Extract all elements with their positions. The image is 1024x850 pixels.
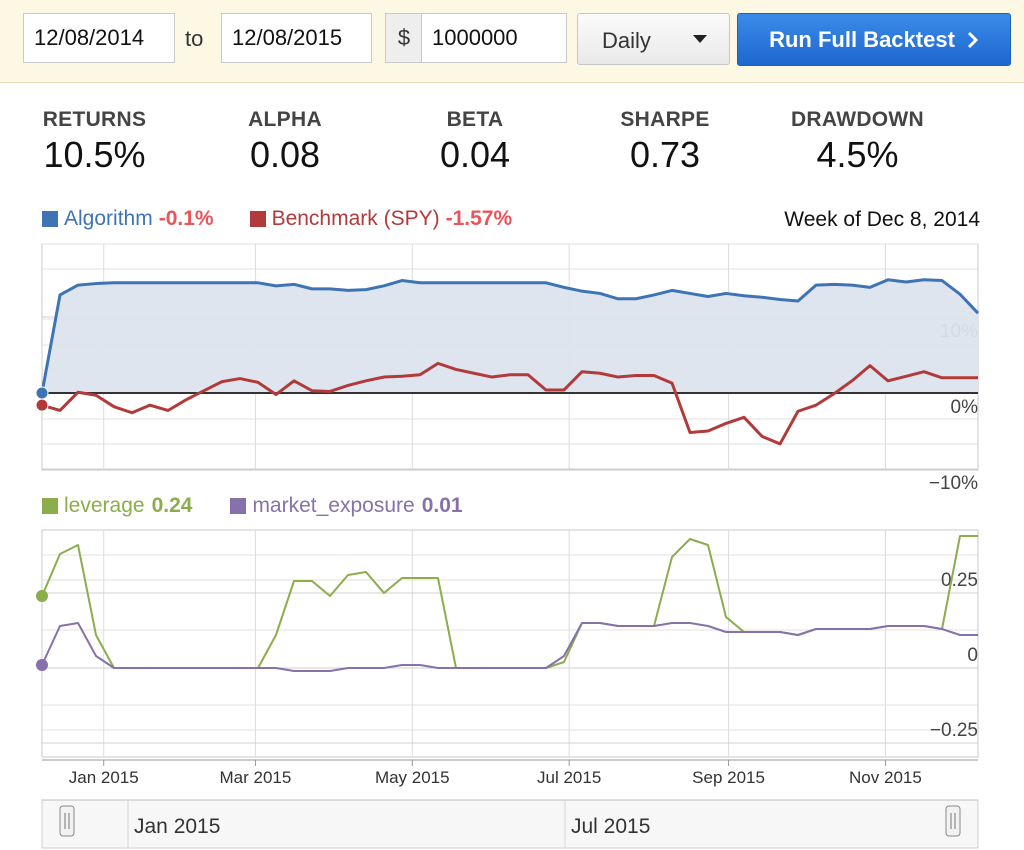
benchmark-swatch bbox=[249, 211, 266, 227]
x-tick-label: Jul 2015 bbox=[537, 768, 601, 787]
y-tick-label: −0.25 bbox=[930, 720, 978, 741]
stat-label: ALPHA bbox=[248, 108, 322, 131]
currency-symbol: $ bbox=[385, 13, 422, 63]
stat-value: 10.5% bbox=[43, 134, 146, 175]
legend-market-exposure-value: 0.01 bbox=[421, 494, 463, 517]
algorithm-series-line bbox=[40, 278, 980, 394]
algorithm-swatch bbox=[42, 211, 58, 227]
stat-value: 0.73 bbox=[629, 134, 701, 175]
caret-down-icon bbox=[693, 35, 707, 43]
leverage-start-point bbox=[36, 590, 48, 602]
benchmark-series-line bbox=[41, 361, 978, 446]
navigator-left-handle[interactable] bbox=[59, 805, 75, 837]
run-button-label: Run Full Backtest bbox=[769, 26, 955, 52]
market-exposure-swatch bbox=[230, 498, 247, 514]
stat-value: 0.04 bbox=[439, 134, 511, 175]
stat-label: RETURNS bbox=[42, 108, 147, 131]
legend-algorithm-value: -0.1% bbox=[158, 207, 214, 230]
benchmark-start-point bbox=[35, 398, 49, 412]
start-date-input[interactable] bbox=[23, 13, 175, 63]
stat-label: DRAWDOWN bbox=[790, 108, 925, 131]
navigator-label: Jan 2015 bbox=[134, 815, 220, 838]
y-tick-label: 0 bbox=[967, 645, 978, 666]
market-exposure-series-line bbox=[41, 622, 978, 672]
range-navigator bbox=[41, 799, 979, 849]
legend-algorithm-name[interactable]: Algorithm bbox=[64, 207, 153, 230]
legend-leverage-name[interactable]: leverage bbox=[64, 494, 145, 517]
risk-legend: leverage 0.24 market_exposure 0.01 bbox=[42, 494, 463, 518]
performance-legend: Algorithm -0.1% Benchmark (SPY) -1.57% bbox=[42, 207, 512, 231]
stat-returns: RETURNS 10.5% bbox=[22, 108, 167, 176]
leverage-swatch bbox=[42, 498, 58, 514]
period-label: Week of Dec 8, 2014 bbox=[784, 208, 980, 231]
legend-leverage-value: 0.24 bbox=[151, 494, 193, 517]
stat-label: BETA bbox=[446, 108, 504, 131]
stat-sharpe: SHARPE 0.73 bbox=[595, 108, 735, 176]
stat-beta: BETA 0.04 bbox=[405, 108, 545, 176]
market-exposure-start-point bbox=[36, 659, 48, 671]
handle-grip bbox=[945, 805, 961, 837]
handle-grip bbox=[59, 805, 75, 837]
end-date-input[interactable] bbox=[221, 13, 372, 63]
frequency-label: Daily bbox=[602, 28, 651, 53]
y-tick-label: 0.25 bbox=[941, 570, 978, 591]
x-tick-label: Nov 2015 bbox=[849, 768, 922, 787]
date-range-to-label: to bbox=[185, 26, 204, 51]
legend-benchmark-value: -1.57% bbox=[445, 207, 513, 230]
navigator-right-handle[interactable] bbox=[945, 805, 961, 837]
stat-drawdown: DRAWDOWN 4.5% bbox=[775, 108, 940, 176]
legend-market-exposure-name[interactable]: market_exposure bbox=[252, 494, 415, 517]
run-full-backtest-button[interactable]: Run Full Backtest bbox=[737, 13, 1011, 66]
backtest-toolbar: to $ Daily Run Full Backtest bbox=[0, 0, 1024, 83]
x-tick-label: May 2015 bbox=[375, 768, 450, 787]
legend-benchmark-name[interactable]: Benchmark (SPY) bbox=[271, 207, 440, 230]
risk-plot-area bbox=[41, 529, 979, 758]
algorithm-area bbox=[42, 279, 978, 393]
stat-value: 0.08 bbox=[249, 134, 321, 175]
x-tick-label: Sep 2015 bbox=[692, 768, 765, 787]
stat-alpha: ALPHA 0.08 bbox=[215, 108, 355, 176]
navigator-label: Jul 2015 bbox=[571, 815, 650, 838]
frequency-dropdown[interactable]: Daily bbox=[577, 13, 730, 65]
chevron-right-icon bbox=[967, 31, 979, 48]
y-tick-label: 0% bbox=[951, 397, 979, 418]
capital-input[interactable] bbox=[421, 13, 567, 63]
x-tick-label: Mar 2015 bbox=[220, 768, 292, 787]
stat-value: 4.5% bbox=[816, 134, 899, 175]
stat-label: SHARPE bbox=[620, 108, 710, 131]
y-tick-label: −10% bbox=[929, 473, 978, 494]
algorithm-start-point bbox=[35, 386, 49, 400]
x-tick-label: Jan 2015 bbox=[69, 768, 139, 787]
